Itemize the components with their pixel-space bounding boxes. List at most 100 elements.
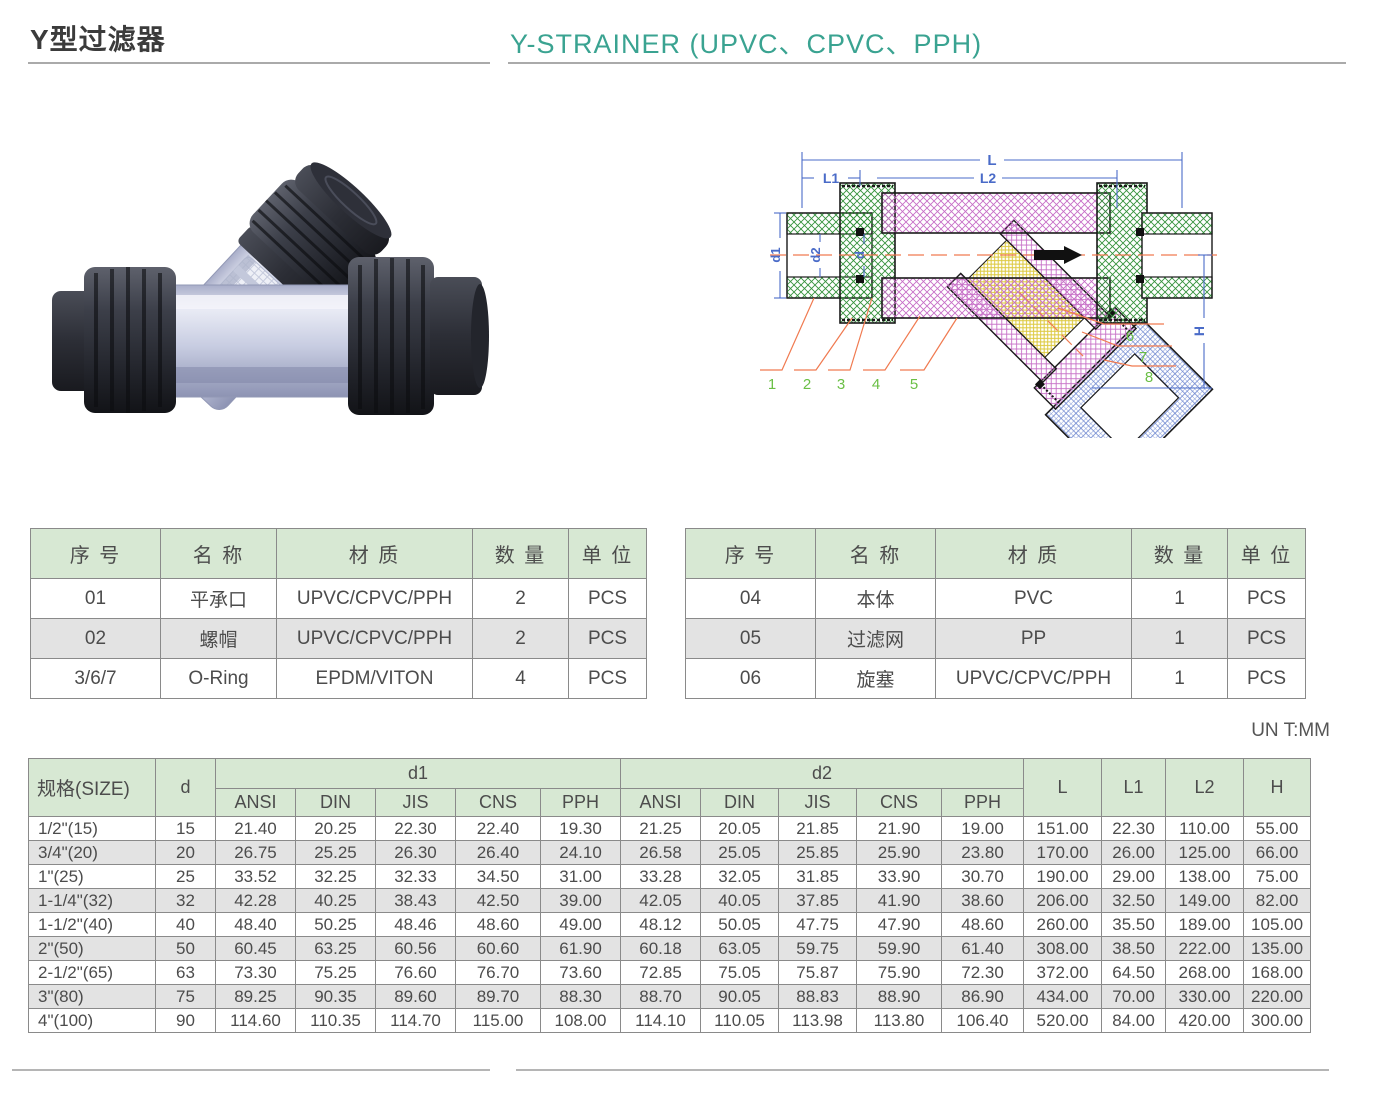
size-standard-header: ANSI: [620, 788, 702, 817]
size-cell-value: 40.25: [295, 888, 376, 913]
size-standard-header: CNS: [455, 788, 541, 817]
parts-cell: 3/6/7: [30, 658, 161, 699]
size-cell-value: 29.00: [1101, 864, 1167, 889]
size-cell-value: 220.00: [1243, 984, 1312, 1009]
size-cell-value: 55.00: [1243, 816, 1312, 841]
size-cell-value: 63.05: [700, 936, 780, 961]
parts-header-cell: 名 称: [815, 528, 936, 579]
callout-7: 7: [1139, 349, 1147, 366]
size-cell-value: 89.70: [455, 984, 541, 1009]
callout-4: 4: [872, 376, 880, 393]
size-cell-value: 19.30: [539, 816, 622, 841]
size-cell-value: 75.00: [1243, 864, 1312, 889]
footer-divider-right: [516, 1069, 1329, 1071]
size-cell-value: 20.25: [295, 816, 376, 841]
size-cell-value: 75.87: [778, 960, 858, 985]
size-cell-value: 47.75: [778, 912, 858, 937]
size-cell-value: 19.00: [941, 816, 1025, 841]
page-title-english: Y-STRAINER (UPVC、CPVC、PPH): [510, 29, 983, 59]
size-cell-value: 372.00: [1023, 960, 1103, 985]
size-cell-value: 434.00: [1023, 984, 1103, 1009]
size-cell-value: 72.30: [941, 960, 1025, 985]
size-cell-value: 40: [155, 912, 216, 937]
size-row: 1/2"(15) 15 21.40 20.25 22.30 22.40 19.30 21.25…: [28, 816, 1312, 841]
size-cell-value: 61.40: [941, 936, 1025, 961]
photo-right-end: [430, 277, 482, 395]
size-row: 2"(50) 50 60.45 63.25 60.56 60.60 61.90 60.18 63…: [28, 936, 1312, 961]
size-cell-value: 113.98: [778, 1008, 858, 1033]
size-row: 2-1/2"(65) 63 73.30 75.25 76.60 76.70 73.60 72.…: [28, 960, 1312, 985]
size-cell-value: 38.50: [1101, 936, 1167, 961]
parts-header-cell: 单 位: [568, 528, 647, 579]
parts-cell: PCS: [1227, 578, 1306, 619]
callout-2: 2: [803, 376, 811, 393]
parts-row: 06 旋塞 UPVC/CPVC/PPH 1 PCS: [685, 658, 1306, 699]
size-cell-spec: 2"(50): [28, 936, 156, 961]
size-cell-value: 420.00: [1165, 1008, 1245, 1033]
dim-label-L2: L2: [980, 170, 997, 186]
size-cell-value: 34.50: [455, 864, 541, 889]
size-cell-value: 50.25: [295, 912, 376, 937]
size-cell-value: 47.90: [856, 912, 943, 937]
callout-6: 6: [1126, 328, 1134, 345]
parts-cell: PCS: [568, 578, 647, 619]
parts-row: 05 过滤网 PP 1 PCS: [685, 618, 1306, 659]
size-cell-value: 189.00: [1165, 912, 1245, 937]
parts-header-cell: 名 称: [160, 528, 277, 579]
size-row: 1-1/4"(32) 32 42.28 40.25 38.43 42.50 39.00 42.…: [28, 888, 1312, 913]
size-cell-value: 26.40: [455, 840, 541, 865]
size-cell-value: 110.05: [700, 1008, 780, 1033]
size-standard-header: CNS: [856, 788, 943, 817]
dim-label-d2: d2: [808, 247, 823, 262]
size-cell-value: 149.00: [1165, 888, 1245, 913]
size-cell-value: 21.40: [215, 816, 296, 841]
size-cell-value: 114.60: [215, 1008, 296, 1033]
size-cell-value: 33.52: [215, 864, 296, 889]
size-cell-value: 110.00: [1165, 816, 1245, 841]
parts-cell: 本体: [815, 578, 936, 619]
flow-arrow: [1034, 246, 1082, 264]
parts-row: 01 平承口 UPVC/CPVC/PPH 2 PCS: [30, 578, 647, 619]
parts-cell: UPVC/CPVC/PPH: [935, 658, 1132, 699]
size-row: 1-1/2"(40) 40 48.40 50.25 48.46 48.60 49.00 48.…: [28, 912, 1312, 937]
size-cell-value: 268.00: [1165, 960, 1245, 985]
size-cell-value: 42.28: [215, 888, 296, 913]
parts-cell: 过滤网: [815, 618, 936, 659]
dimension-lines: [774, 152, 1212, 389]
size-cell-value: 48.12: [620, 912, 702, 937]
size-cell-value: 168.00: [1243, 960, 1312, 985]
parts-cell: PCS: [1227, 658, 1306, 699]
size-cell-value: 90.35: [295, 984, 376, 1009]
size-cell-value: 38.43: [375, 888, 456, 913]
size-cell-value: 75: [155, 984, 216, 1009]
size-row: 4"(100) 90 114.60 110.35 114.70 115.00 108.00 1…: [28, 1008, 1312, 1033]
size-cell-value: 308.00: [1023, 936, 1103, 961]
size-cell-value: 105.00: [1243, 912, 1312, 937]
size-cell-value: 151.00: [1023, 816, 1103, 841]
size-cell-spec: 3"(80): [28, 984, 156, 1009]
size-cell-value: 38.60: [941, 888, 1025, 913]
size-cell-value: 32.25: [295, 864, 376, 889]
size-cell-value: 72.85: [620, 960, 702, 985]
size-cell-spec: 4"(100): [28, 1008, 156, 1033]
size-standard-header: DIN: [295, 788, 376, 817]
size-cell-spec: 1"(25): [28, 864, 156, 889]
size-cell-value: 41.90: [856, 888, 943, 913]
dim-label-L: L: [987, 152, 996, 169]
size-cell-value: 26.75: [215, 840, 296, 865]
size-cell-value: 63: [155, 960, 216, 985]
parts-cell: 平承口: [160, 578, 277, 619]
size-cell-value: 135.00: [1243, 936, 1312, 961]
size-cell-value: 75.25: [295, 960, 376, 985]
footer-divider-left: [12, 1069, 490, 1071]
size-standard-header: PPH: [539, 788, 622, 817]
size-cell-value: 20.05: [700, 816, 780, 841]
size-row: 3"(80) 75 89.25 90.35 89.60 89.70 88.30 88.70 90…: [28, 984, 1312, 1009]
size-cell-value: 49.00: [539, 912, 622, 937]
size-cell-value: 63.25: [295, 936, 376, 961]
parts-cell: O-Ring: [160, 658, 277, 699]
size-cell-value: 25.05: [700, 840, 780, 865]
size-cell-value: 190.00: [1023, 864, 1103, 889]
size-col-L: L: [1023, 758, 1103, 817]
